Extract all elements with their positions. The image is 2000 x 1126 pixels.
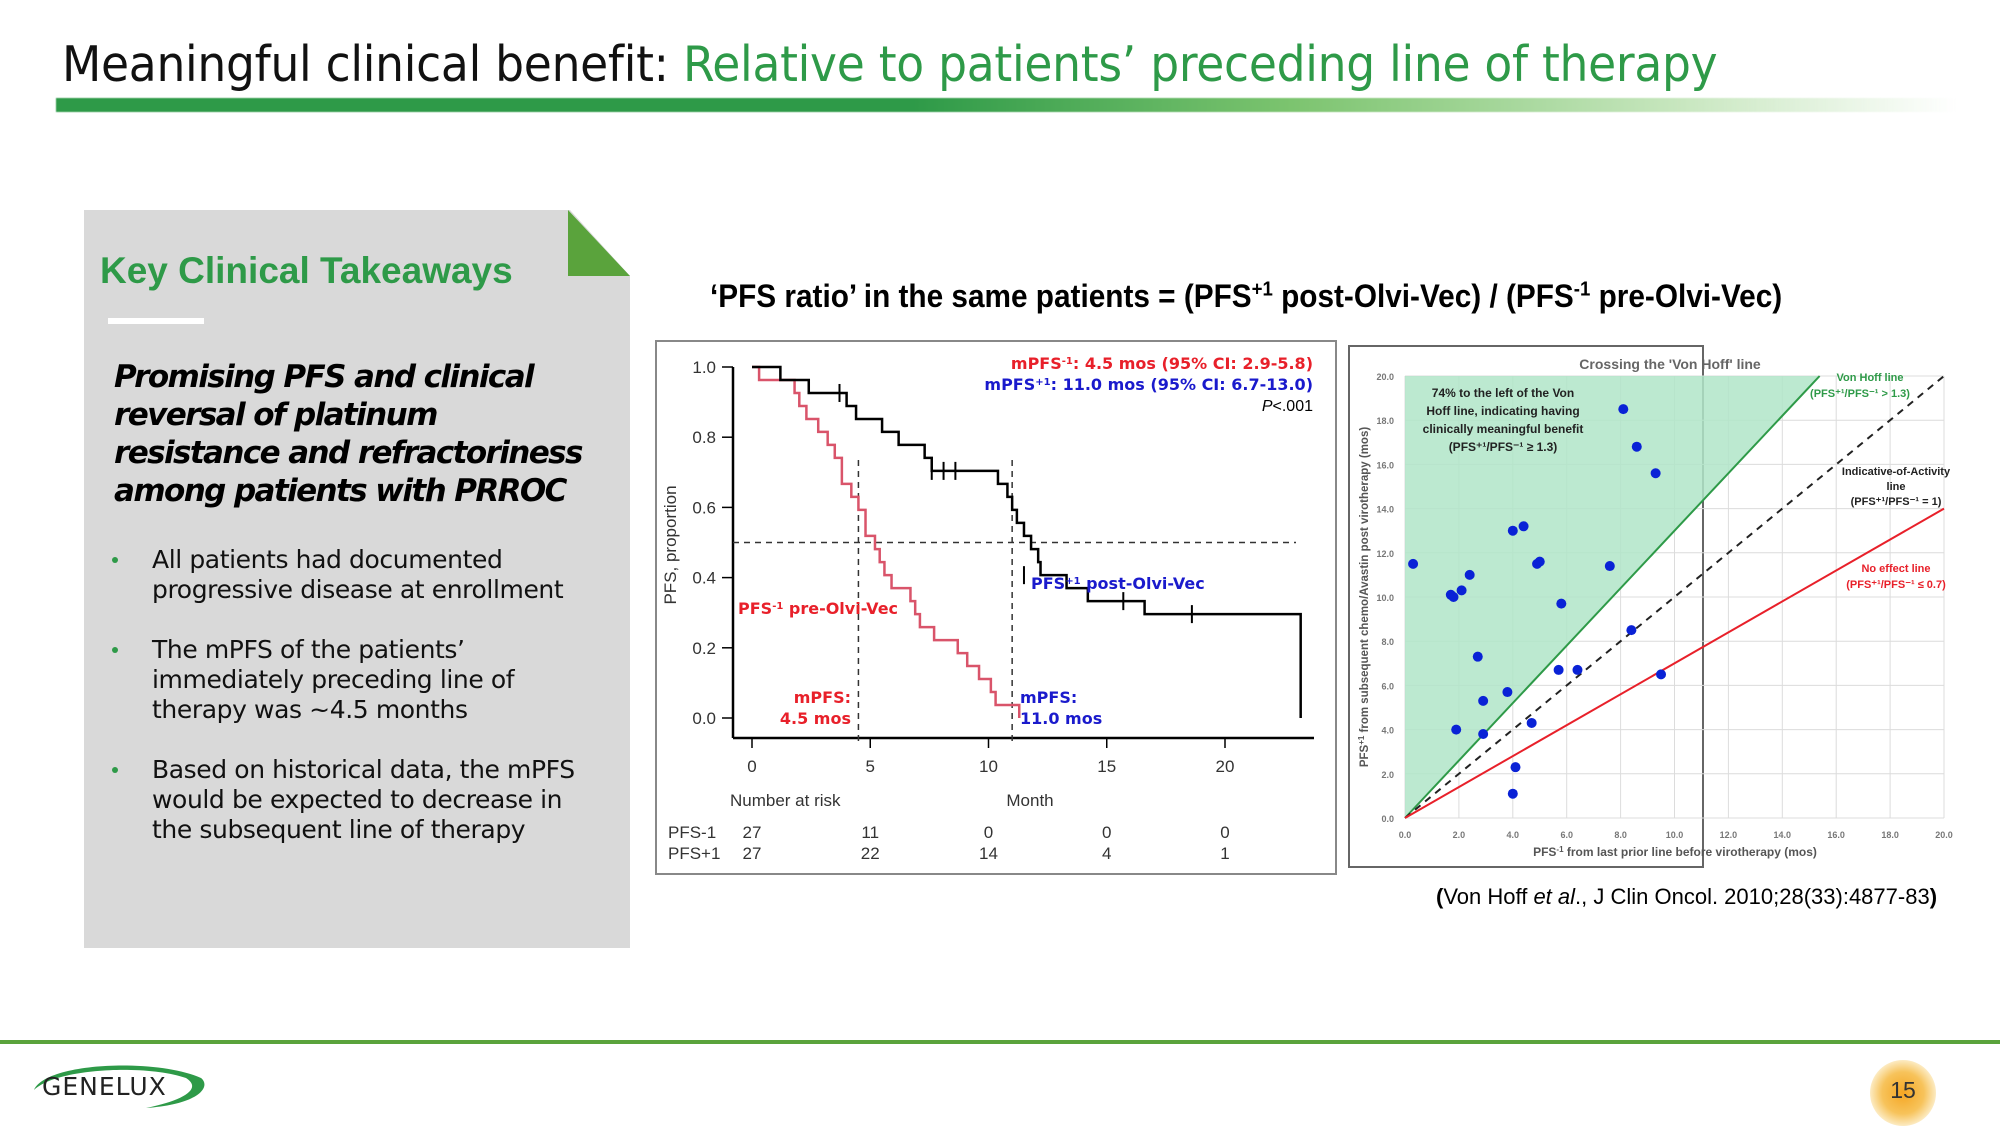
heading-text: ‘PFS ratio’ in the same patients = (PFS: [710, 278, 1252, 314]
heading-text: pre-Olvi-Vec): [1590, 278, 1783, 314]
activity-line-formula: (PFS⁺¹/PFS⁻¹ = 1): [1851, 496, 1942, 508]
takeaway-bullet: All patients had documented progressive …: [112, 545, 602, 605]
footer-divider: [0, 1040, 2000, 1044]
slide-title: Meaningful clinical benefit: Relative to…: [62, 36, 1718, 93]
takeaways-heading: Key Clinical Takeaways: [100, 250, 513, 291]
takeaways-divider: [108, 318, 204, 324]
heading-superscript: +1: [1251, 278, 1273, 301]
no-effect-line-formula: (PFS⁺¹/PFS⁻¹ ≤ 0.7): [1846, 579, 1946, 591]
bullet-dot-icon: [112, 767, 118, 773]
citation-etal: et al: [1533, 884, 1576, 909]
takeaway-bullet: Based on historical data, the mPFS would…: [112, 755, 602, 845]
von-hoff-line-formula: (PFS⁺¹/PFS⁻¹ > 1.3): [1810, 388, 1910, 400]
bullet-dot-icon: [112, 557, 118, 563]
citation-paren: (: [1436, 884, 1444, 909]
title-underline-bar: [56, 98, 1956, 112]
activity-line-label: line: [1887, 481, 1906, 493]
bullet-text: The mPFS of the patients’ immediately pr…: [152, 635, 515, 724]
no-effect-line-label: No effect line: [1861, 563, 1930, 575]
citation-journal: ., J Clin Oncol. 2010;28(33):4877-83: [1575, 884, 1930, 909]
heading-superscript: -1: [1573, 278, 1591, 301]
scatter-plot-panel: [1348, 345, 1704, 868]
activity-line-label: Indicative-of-Activity: [1842, 466, 1951, 478]
slide-title-highlight: Relative to patients’ preceding line of …: [682, 36, 1718, 93]
von-hoff-line-label: Von Hoff line: [1836, 372, 1903, 384]
takeaways-subheading: Promising PFS and clinical reversal of p…: [114, 359, 583, 509]
genelux-logo: GENELUX: [26, 1060, 211, 1110]
scatter-x-tick-label: 16.0: [1827, 830, 1845, 840]
citation-author: Von Hoff: [1443, 884, 1534, 909]
bullet-text: All patients had documented progressive …: [152, 545, 564, 604]
scatter-x-tick-label: 14.0: [1774, 830, 1792, 840]
takeaway-bullet: The mPFS of the patients’ immediately pr…: [112, 635, 602, 725]
km-plot-panel: [655, 340, 1337, 875]
citation: (Von Hoff et al., J Clin Oncol. 2010;28(…: [1436, 884, 1937, 910]
takeaways-card: [84, 210, 630, 948]
logo-text: GENELUX: [42, 1072, 167, 1101]
scatter-x-tick-label: 12.0: [1720, 830, 1738, 840]
bullet-dot-icon: [112, 647, 118, 653]
scatter-x-tick-label: 20.0: [1935, 830, 1953, 840]
heading-text: post-Olvi-Vec) / (PFS: [1272, 278, 1574, 314]
takeaways-bullet-list: All patients had documented progressive …: [112, 545, 602, 875]
pfs-ratio-heading: ‘PFS ratio’ in the same patients = (PFS+…: [710, 278, 1782, 315]
page-number: 15: [1890, 1077, 1916, 1103]
scatter-x-tick-label: 18.0: [1881, 830, 1899, 840]
page-number-badge: 15: [1870, 1060, 1936, 1126]
citation-paren: ): [1929, 884, 1938, 909]
slide-title-main: Meaningful clinical benefit:: [62, 36, 669, 93]
bullet-text: Based on historical data, the mPFS would…: [152, 755, 575, 844]
